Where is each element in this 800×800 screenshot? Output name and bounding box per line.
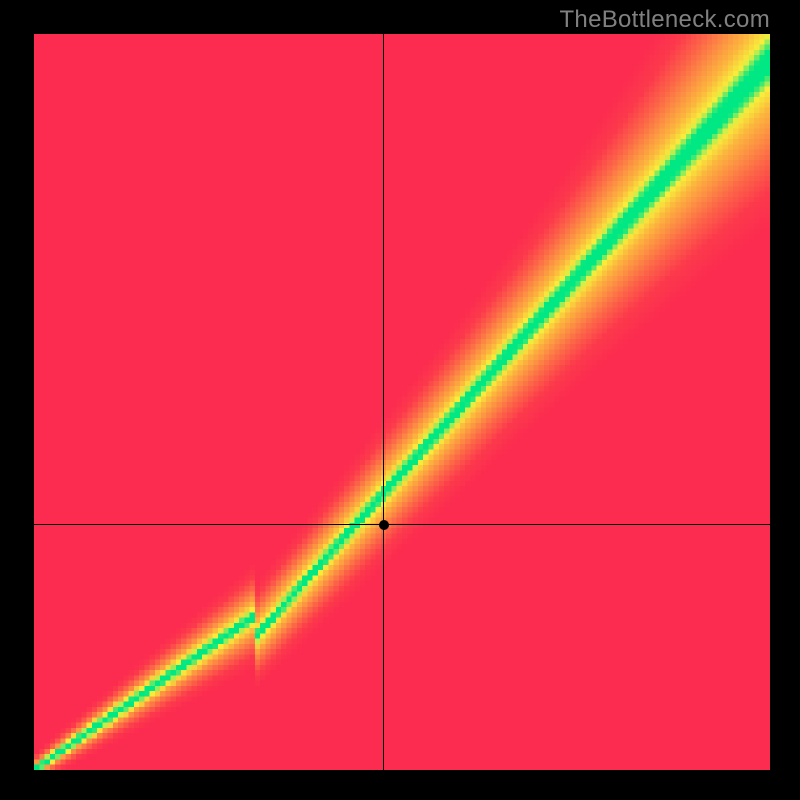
crosshair-horizontal <box>34 524 770 525</box>
crosshair-vertical <box>383 34 384 770</box>
bottleneck-heatmap <box>34 34 770 770</box>
chart-container: TheBottleneck.com <box>0 0 800 800</box>
crosshair-marker <box>379 520 389 530</box>
watermark-text: TheBottleneck.com <box>559 6 770 34</box>
